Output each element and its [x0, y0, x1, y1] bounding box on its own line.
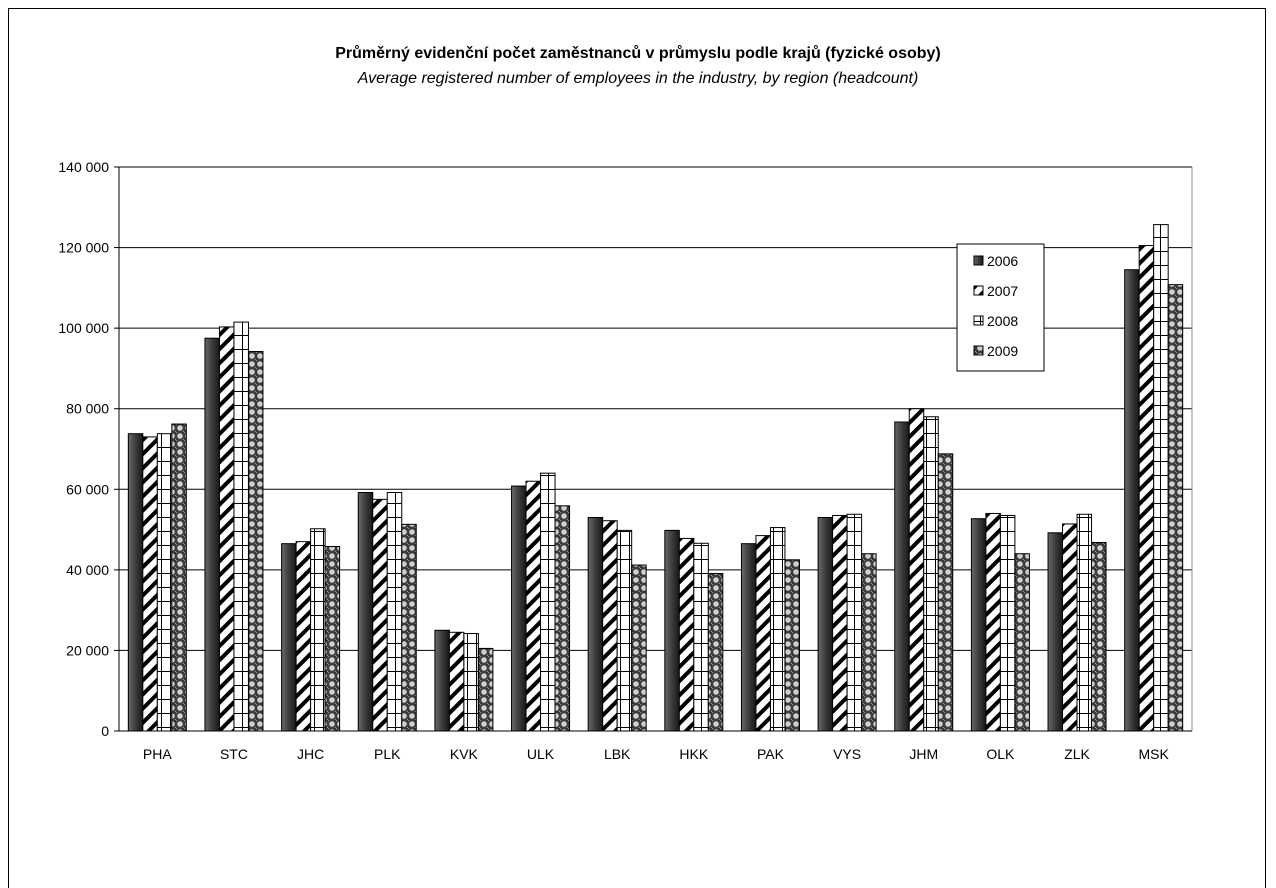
chart-title: Průměrný evidenční počet zaměstnanců v p…: [335, 45, 941, 62]
y-tick-label: 80 000: [66, 401, 109, 417]
bar-2008-VYS: [846, 513, 863, 732]
bar-2006-PHA: [127, 433, 144, 732]
legend-swatch-2006: [973, 255, 984, 266]
y-tick-label: 140 000: [58, 159, 109, 175]
bar-2009-JHM: [937, 453, 954, 732]
bar-2007-ULK: [525, 480, 542, 732]
bar-2009-OLK: [1014, 553, 1030, 732]
bar-2007-HKK: [678, 537, 695, 732]
x-tick-label: JHM: [909, 746, 938, 762]
x-tick-label: KVK: [450, 746, 479, 762]
bar-2007-PAK: [755, 535, 771, 732]
bar-2006-OLK: [970, 518, 987, 732]
x-tick-label: OLK: [986, 746, 1015, 762]
bar-2009-PLK: [401, 523, 417, 732]
bar-2009-JHC: [324, 545, 341, 732]
y-tick-label: 0: [101, 723, 109, 739]
x-tick-label: VYS: [833, 746, 861, 762]
bar-2008-HKK: [693, 542, 709, 732]
bars: [127, 224, 1184, 732]
x-tick-label: PHA: [143, 746, 172, 762]
bar-2008-KVK: [463, 633, 479, 732]
bar-2009-MSK: [1167, 284, 1184, 732]
bar-2008-JHM: [923, 416, 939, 732]
bar-2008-PHA: [156, 433, 173, 732]
bar-2008-LBK: [616, 529, 633, 732]
x-tick-label: PAK: [757, 746, 785, 762]
x-tick-label: LBK: [604, 746, 631, 762]
legend: 2006 2007 2008 2009: [956, 243, 1045, 372]
bar-2009-ULK: [554, 505, 571, 732]
y-tick-label: 20 000: [66, 642, 109, 658]
x-tick-label: JHC: [297, 746, 324, 762]
bar-2008-JHC: [310, 528, 326, 732]
x-tick-label: ZLK: [1064, 746, 1090, 762]
bar-2007-VYS: [832, 514, 848, 732]
bar-2008-PLK: [386, 492, 403, 732]
x-tick-label: ULK: [527, 746, 555, 762]
x-tick-label: STC: [220, 746, 248, 762]
bar-2007-KVK: [448, 631, 465, 732]
bar-2008-MSK: [1153, 224, 1169, 732]
legend-label-2007: 2007: [987, 283, 1018, 299]
bar-2008-OLK: [999, 514, 1016, 732]
bar-2006-PLK: [357, 492, 374, 732]
bar-2009-VYS: [861, 553, 877, 732]
chart-subtitle: Average registered number of employees i…: [357, 70, 919, 87]
bar-2006-JHM: [894, 421, 910, 732]
bar-2006-PAK: [740, 543, 757, 732]
bar-2007-JHC: [295, 541, 312, 732]
y-tick-label: 40 000: [66, 562, 109, 578]
bar-2008-ZLK: [1076, 513, 1093, 732]
bar-2009-PAK: [784, 559, 800, 732]
chart-frame: [8, 8, 1266, 888]
gridlines: [119, 166, 1192, 651]
bar-2009-STC: [247, 351, 264, 732]
legend-swatch-2009: [973, 345, 984, 356]
x-tick-label: MSK: [1139, 746, 1170, 762]
bar-2006-VYS: [817, 516, 834, 732]
legend-box: [956, 243, 1045, 372]
legend-label-2006: 2006: [987, 253, 1018, 269]
bar-2008-STC: [233, 321, 249, 732]
legend-label-2008: 2008: [987, 313, 1018, 329]
bar-2006-LBK: [587, 516, 604, 732]
bar-2007-LBK: [602, 520, 618, 732]
x-tick-label: PLK: [374, 746, 401, 762]
bar-2006-ULK: [511, 485, 527, 732]
bar-2008-PAK: [769, 527, 786, 732]
axes: 0 20 000 40 000 60 000 80 000 100 000 120 000 1…: [58, 159, 1193, 762]
y-tick-label: 120 000: [58, 240, 109, 256]
legend-swatch-2007: [973, 285, 984, 296]
bar-2006-HKK: [664, 529, 680, 732]
y-tick-label: 60 000: [66, 481, 109, 497]
bar-2007-OLK: [985, 512, 1001, 732]
bar-2007-ZLK: [1062, 523, 1078, 732]
bar-2009-KVK: [477, 647, 494, 732]
bar-2009-ZLK: [1091, 541, 1107, 732]
bar-2006-ZLK: [1047, 532, 1064, 732]
bar-2007-PHA: [142, 436, 158, 732]
bar-2006-JHC: [281, 543, 297, 732]
bar-2007-MSK: [1138, 245, 1155, 732]
bar-2007-STC: [218, 326, 235, 732]
bar-2008-ULK: [540, 472, 556, 732]
bar-2007-PLK: [372, 498, 388, 732]
legend-label-2009: 2009: [987, 343, 1018, 359]
bar-2009-PHA: [171, 423, 187, 732]
bar-2009-HKK: [707, 572, 724, 732]
legend-swatch-2008: [973, 315, 984, 326]
x-tick-label: HKK: [679, 746, 708, 762]
bar-2007-JHM: [908, 408, 925, 732]
bar-2006-MSK: [1124, 269, 1140, 732]
bar-2006-KVK: [434, 629, 450, 732]
y-tick-label: 100 000: [58, 320, 109, 336]
bar-2006-STC: [204, 337, 220, 732]
bar-2009-LBK: [631, 564, 647, 732]
